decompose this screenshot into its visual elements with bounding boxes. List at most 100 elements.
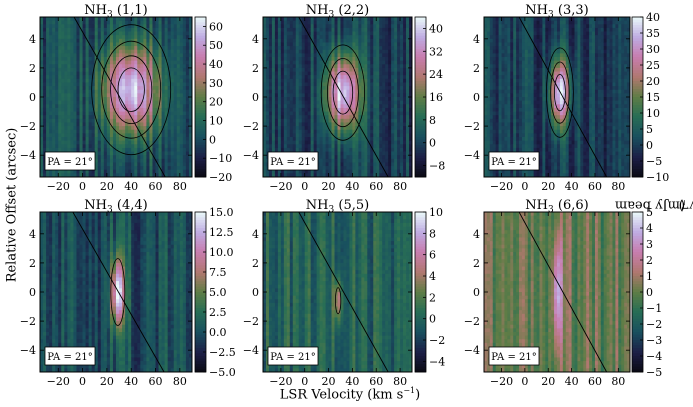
y-tick-label: 4 [29,33,36,46]
y-tick-label: −2 [243,315,259,328]
y-tick-label: 2 [473,257,480,270]
colorbar-tick-label: −2 [429,334,445,347]
colorbar-tick-label: 10 [429,206,443,219]
panel-title: NH3 (2,2) [306,3,369,20]
colorbar-tick-label: 0 [429,137,436,150]
x-tick-label: 0 [521,180,528,193]
colorbar-tick-label: 5.0 [209,286,227,299]
colorbar-tick-label: −10 [646,171,669,184]
pa-label-box [44,151,96,171]
x-tick-label: 80 [173,375,187,388]
heatmap-image [484,17,631,178]
panel-title: NH3 (5,5) [306,198,369,215]
x-tick-label: −20 [269,180,292,193]
x-axis-label: LSR Velocity (km s−1) [279,386,421,403]
contour-1 [91,24,172,156]
y-tick-label: −2 [464,120,480,133]
y-tick-label: 0 [29,91,36,104]
y-tick-label: 2 [29,257,36,270]
x-tick-label: 60 [149,180,163,193]
colorbar-tick-label: 40 [429,22,443,35]
colorbar-tick-label: 32 [429,45,443,58]
pa-label: PA = 21° [270,352,316,363]
colorbar-tick-label: 2 [646,254,653,267]
colorbar-tick-label: −1 [646,302,662,315]
colorbar-tick-label: −5.0 [209,366,236,379]
x-tick-label: 60 [588,375,602,388]
x-tick-label: 20 [322,375,336,388]
colorbar-tick-label: 8 [429,227,436,240]
colorbar-tick-label: −2 [646,318,662,331]
heatmap-image [263,17,413,178]
pa-label-box [488,151,540,171]
colorbar-tick-label: −3 [646,334,662,347]
pa-cut-line [298,211,389,373]
y-tick-label: 4 [252,228,259,241]
x-tick-label: 80 [173,180,187,193]
colorbar-tick-label: 3 [646,238,653,251]
contour-2 [101,40,162,139]
x-tick-label: −20 [490,375,513,388]
y-tick-label: −4 [20,149,36,162]
y-tick-label: 0 [29,286,36,299]
x-tick-label: 20 [100,180,114,193]
colorbar-tick-label: 30 [209,77,223,90]
colorbar-tick-label: 1 [646,270,653,283]
colorbar-tick-label: 7.5 [209,266,227,279]
colorbar-tick-label: 15.0 [209,206,234,219]
y-tick-label: −4 [464,149,480,162]
colorbar-tick-label: −2.5 [209,346,236,359]
y-tick-label: −4 [243,149,259,162]
y-tick-label: 0 [473,286,480,299]
y-tick-label: 0 [252,286,259,299]
x-tick-label: 80 [611,375,625,388]
pa-cut-line [518,211,608,373]
x-tick-label: 60 [588,180,602,193]
colorbar-tick-label: 60 [209,20,223,33]
contour-3 [554,73,566,112]
pa-label-box [488,346,540,366]
colorbar-tick-label: 15 [646,91,660,104]
colorbar-tick-label: 24 [429,68,443,81]
x-tick-label: 40 [345,375,359,388]
contour-1 [110,258,126,326]
colorbar-tick-label: −20 [209,171,232,184]
colorbar-tick-label: 16 [429,91,443,104]
panel-title: NH3 (3,3) [525,3,588,20]
colorbar-tick-label: −10 [209,152,232,165]
y-tick-label: −2 [20,315,36,328]
pa-label: PA = 21° [47,157,93,168]
x-tick-label: 80 [393,375,407,388]
x-tick-label: 20 [100,375,114,388]
x-tick-label: 40 [345,180,359,193]
colorbar-axis-label-text: Intensity (mJy beam−1) [614,197,693,213]
x-tick-label: 40 [124,375,138,388]
y-tick-label: 2 [29,62,36,75]
colorbar-tick-label: 35 [646,27,660,40]
y-axis-label: Relative Offset (arcsec) [2,40,22,370]
colorbar-tick-label: 0 [209,133,216,146]
colorbar-tick-label: 20 [646,75,660,88]
y-tick-label: 4 [473,33,480,46]
colorbar-tick-label: 0 [429,313,436,326]
y-tick-label: 4 [473,228,480,241]
colorbar: −20 −10 0 10 20 30 40 50 60 [194,16,232,184]
y-tick-label: 0 [473,91,480,104]
pa-label: PA = 21° [491,352,537,363]
colorbar-tick-label: 40 [209,58,223,71]
colorbar-tick-label: 30 [646,43,660,56]
y-tick-label: −2 [243,120,259,133]
colorbar-tick-label: 10 [209,115,223,128]
x-tick-label: 20 [541,375,555,388]
colorbar-tick-label: 4 [429,270,436,283]
contour-3 [110,55,153,124]
x-tick-label: 40 [565,375,579,388]
colorbar: −10 −5 0 5 10 15 20 25 30 35 40 [631,11,669,184]
contour-3 [332,70,354,115]
colorbar-tick-label: 20 [209,96,223,109]
colorbar: −8 0 8 16 24 32 40 [414,16,445,178]
